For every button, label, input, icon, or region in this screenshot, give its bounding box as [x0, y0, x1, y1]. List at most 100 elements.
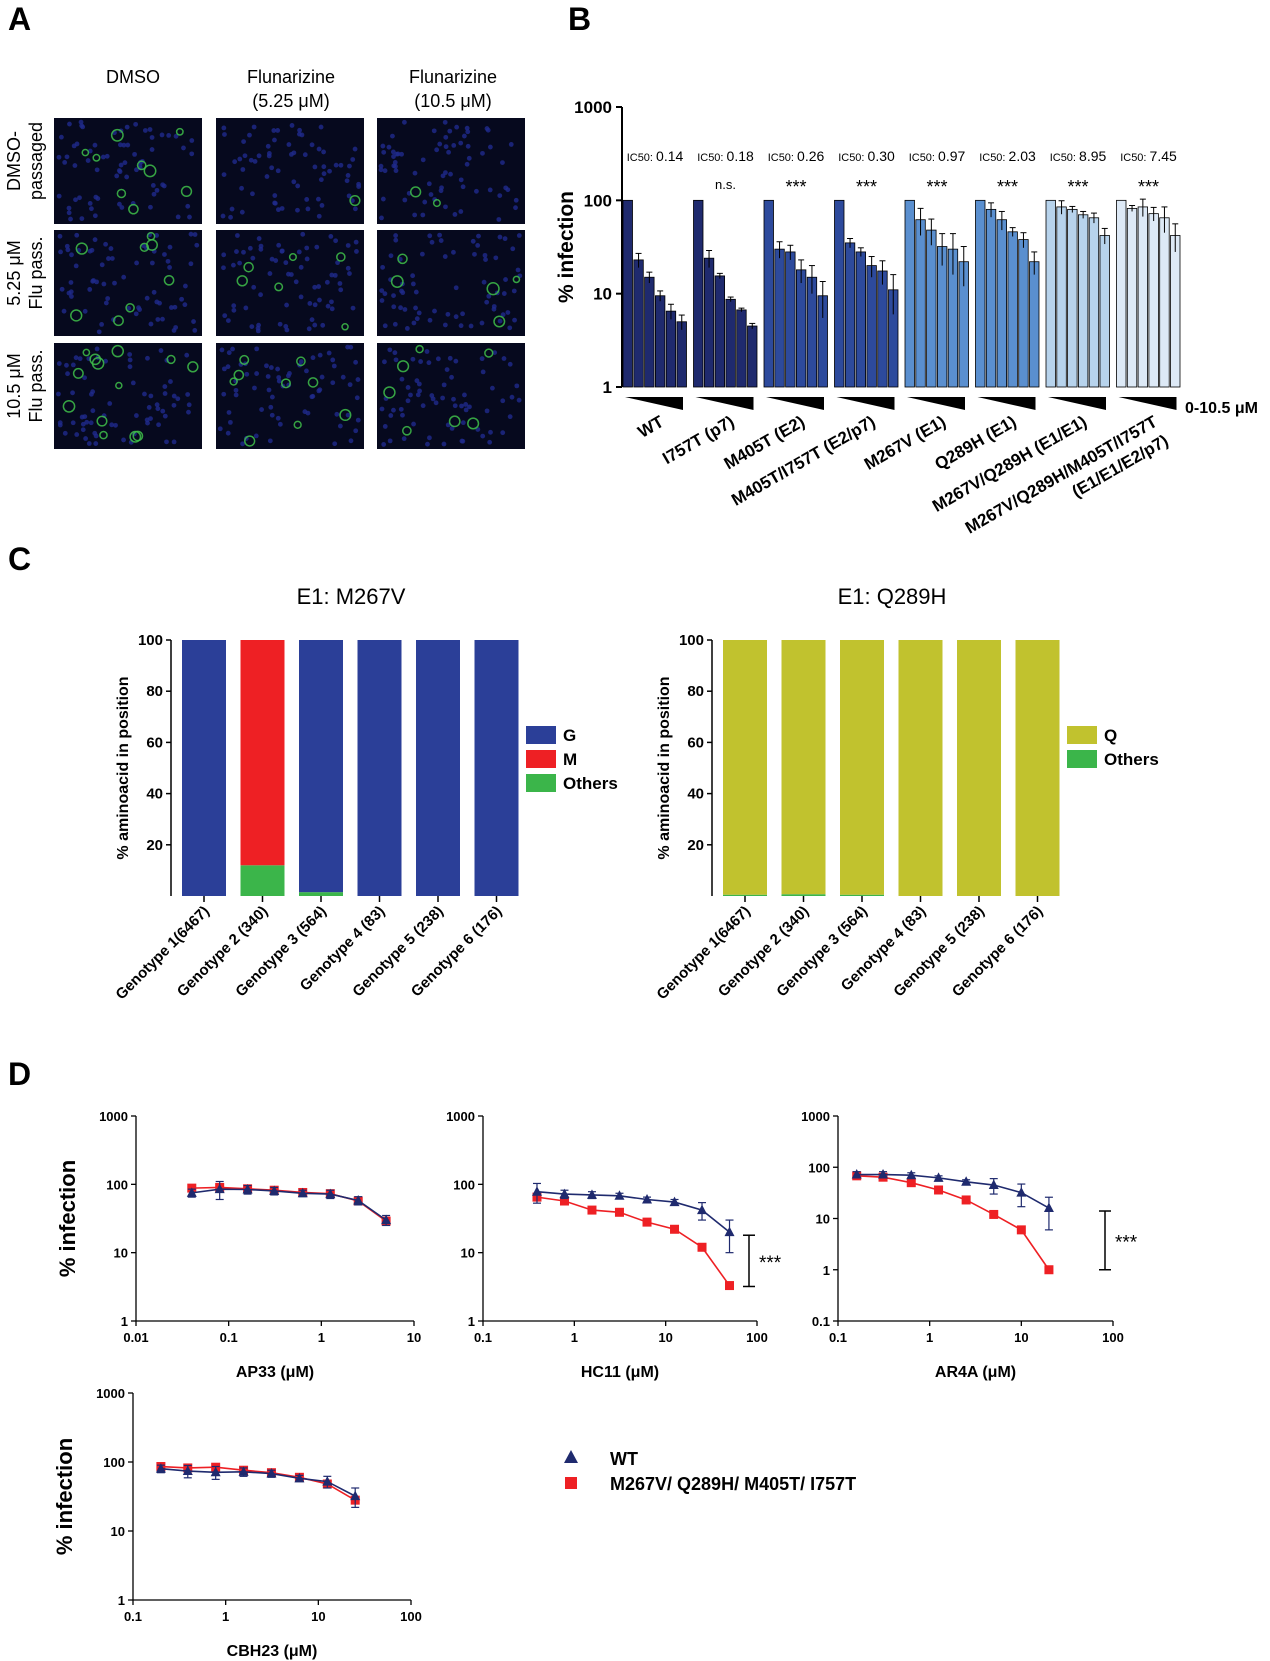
nucleus [410, 356, 416, 362]
nucleus [89, 206, 94, 212]
nucleus [480, 433, 486, 439]
y-tick-label: 100 [103, 1455, 125, 1470]
nucleus [295, 207, 300, 213]
y-axis-label: % aminoacid in position [115, 676, 132, 859]
nucleus [254, 371, 260, 376]
nucleus [464, 125, 470, 131]
significance: *** [926, 177, 947, 197]
nucleus [220, 213, 226, 219]
stained-cell [146, 231, 156, 241]
legend-swatch [526, 726, 556, 744]
nucleus [277, 421, 283, 427]
legend-label: Q [1104, 726, 1117, 745]
nucleus [507, 414, 513, 420]
nucleus [179, 296, 185, 302]
nucleus [88, 420, 94, 426]
nucleus [109, 422, 115, 428]
nucleus [511, 288, 517, 294]
nucleus [412, 170, 418, 176]
nucleus [458, 323, 464, 329]
bar [855, 251, 866, 388]
nucleus [124, 174, 130, 180]
nucleus [70, 390, 75, 396]
nucleus [266, 387, 272, 393]
stained-cell [341, 323, 349, 331]
nucleus [231, 303, 237, 309]
nucleus [467, 404, 472, 410]
nucleus [460, 184, 466, 190]
nucleus [125, 142, 131, 148]
significance: *** [759, 1253, 782, 1274]
nucleus [454, 124, 460, 130]
nucleus [440, 173, 446, 179]
nucleus [390, 133, 395, 139]
nucleus [64, 243, 70, 249]
nucleus [104, 153, 110, 159]
nucleus [443, 204, 448, 210]
bar [806, 276, 818, 388]
nucleus [101, 281, 107, 287]
nucleus [408, 392, 413, 398]
nucleus [463, 407, 469, 413]
nucleus [227, 419, 233, 425]
nucleus [500, 398, 506, 404]
stacked-segment [898, 640, 943, 896]
nucleus [338, 287, 344, 293]
nucleus [428, 192, 434, 197]
nucleus [243, 305, 249, 311]
nucleus [62, 160, 68, 165]
bar [665, 310, 677, 388]
ic50-prefix: IC50: [1120, 152, 1149, 164]
nucleus [118, 162, 124, 168]
nucleus [405, 398, 411, 404]
stained-cell [139, 242, 150, 252]
nucleus [327, 168, 332, 174]
nucleus [452, 403, 458, 409]
bar [975, 199, 986, 388]
nucleus [168, 305, 174, 310]
ic50-prefix: IC50: [697, 152, 726, 164]
nucleus [78, 119, 84, 125]
nucleus [510, 246, 516, 252]
nucleus [321, 171, 327, 177]
stained-cell [143, 164, 157, 178]
stained-cell [96, 415, 108, 427]
nucleus [90, 389, 96, 395]
nucleus [310, 393, 316, 399]
nucleus [57, 422, 63, 428]
x-axis-label: AP33 (μM) [236, 1364, 314, 1381]
bar [703, 257, 715, 388]
nucleus [172, 304, 178, 310]
nucleus [390, 149, 396, 155]
nucleus [410, 273, 416, 279]
bar [1137, 206, 1148, 388]
nucleus [319, 374, 325, 380]
panel-a-micrographs: DMSO Flunarizine (5.25 μM) Flunarizine (10.5… [4, 67, 525, 449]
nucleus [189, 138, 195, 143]
dose-wedge [625, 397, 683, 410]
legend-label: WT [610, 1449, 638, 1469]
stained-cell [397, 253, 408, 265]
legend-swatch [526, 774, 556, 792]
column-label-line: Flunarizine [247, 67, 335, 87]
bar [1170, 235, 1181, 388]
nucleus [175, 396, 181, 402]
data-point-square [1016, 1225, 1026, 1235]
nucleus [68, 280, 74, 285]
panel-letter-c: C [8, 541, 31, 577]
nucleus [252, 158, 258, 164]
bar [844, 242, 856, 388]
nucleus [279, 248, 285, 254]
nucleus [380, 264, 386, 270]
data-point-triangle [878, 1169, 889, 1179]
y-tick-label: 100 [808, 1160, 830, 1175]
bar [915, 219, 926, 388]
nucleus [158, 348, 164, 353]
nucleus [289, 123, 295, 128]
nucleus [304, 245, 310, 251]
bar [693, 199, 704, 388]
nucleus [279, 206, 285, 211]
x-tick-label: 100 [1102, 1330, 1124, 1345]
dose-wedge [695, 397, 754, 410]
